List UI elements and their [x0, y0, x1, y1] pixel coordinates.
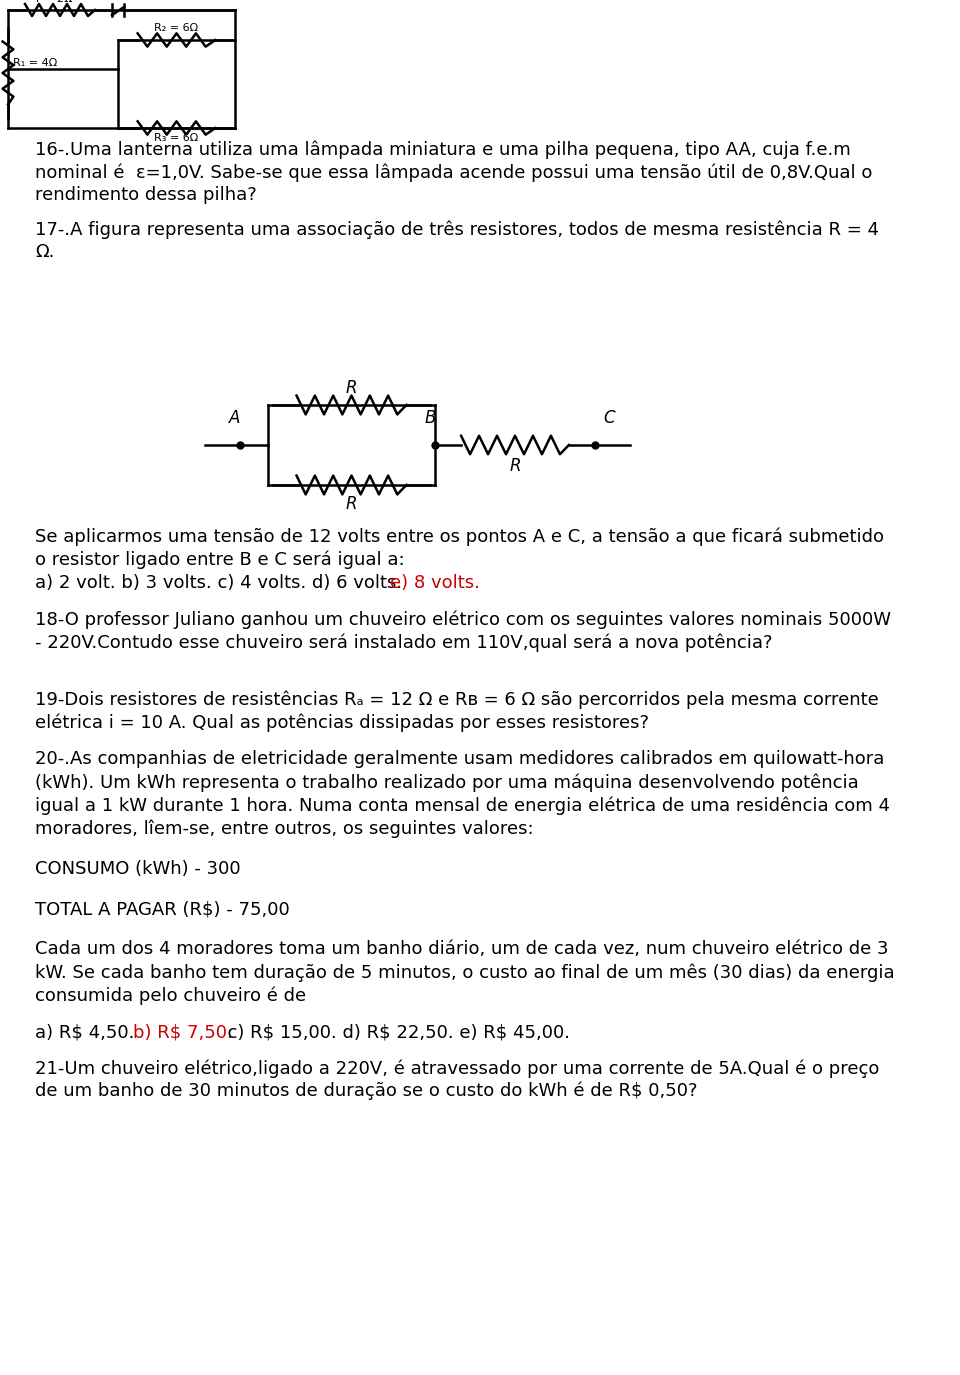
- Text: R₃ = 6Ω: R₃ = 6Ω: [155, 133, 199, 143]
- Text: c) R$ 15,00. d) R$ 22,50. e) R$ 45,00.: c) R$ 15,00. d) R$ 22,50. e) R$ 45,00.: [216, 1023, 570, 1041]
- Text: e) 8 volts.: e) 8 volts.: [390, 573, 480, 593]
- Text: rendimento dessa pilha?: rendimento dessa pilha?: [35, 186, 256, 203]
- Text: CONSUMO (kWh) - 300: CONSUMO (kWh) - 300: [35, 859, 241, 879]
- Text: 18-O professor Juliano ganhou um chuveiro elétrico com os seguintes valores nomi: 18-O professor Juliano ganhou um chuveir…: [35, 610, 891, 628]
- Text: 20-.As companhias de eletricidade geralmente usam medidores calibrados em quilow: 20-.As companhias de eletricidade geralm…: [35, 749, 884, 769]
- Text: R₁ = 4Ω: R₁ = 4Ω: [13, 58, 58, 67]
- Text: moradores, lîem-se, entre outros, os seguintes valores:: moradores, lîem-se, entre outros, os seg…: [35, 820, 534, 837]
- Text: A: A: [229, 408, 241, 428]
- Text: kW. Se cada banho tem duração de 5 minutos, o custo ao final de um mês (30 dias): kW. Se cada banho tem duração de 5 minut…: [35, 962, 895, 982]
- Text: o resistor ligado entre B e C será igual a:: o resistor ligado entre B e C será igual…: [35, 550, 404, 568]
- Text: a) 2 volt. b) 3 volts. c) 4 volts. d) 6 volts.: a) 2 volt. b) 3 volts. c) 4 volts. d) 6 …: [35, 573, 408, 593]
- Text: TOTAL A PAGAR (R$) - 75,00: TOTAL A PAGAR (R$) - 75,00: [35, 901, 290, 918]
- Text: igual a 1 kW durante 1 hora. Numa conta mensal de energia elétrica de uma residê: igual a 1 kW durante 1 hora. Numa conta …: [35, 796, 890, 814]
- Text: r = 2Ω: r = 2Ω: [36, 0, 72, 4]
- Text: de um banho de 30 minutos de duração se o custo do kWh é de R$ 0,50?: de um banho de 30 minutos de duração se …: [35, 1082, 698, 1100]
- Text: C: C: [603, 408, 614, 428]
- Text: elétrica i = 10 A. Qual as potências dissipadas por esses resistores?: elétrica i = 10 A. Qual as potências dis…: [35, 714, 649, 732]
- Text: 19-Dois resistores de resistências Rₐ = 12 Ω e Rʙ = 6 Ω são percorridos pela mes: 19-Dois resistores de resistências Rₐ = …: [35, 690, 878, 708]
- Text: nominal é  ε=1,0V. Sabe-se que essa lâmpada acende possui uma tensão útil de 0,8: nominal é ε=1,0V. Sabe-se que essa lâmpa…: [35, 164, 873, 182]
- Text: consumida pelo chuveiro é de: consumida pelo chuveiro é de: [35, 986, 306, 1005]
- Text: a) R$ 4,50.: a) R$ 4,50.: [35, 1023, 146, 1041]
- Text: 16-.Uma lanterna utiliza uma lâmpada miniatura e uma pilha pequena, tipo AA, cuj: 16-.Uma lanterna utiliza uma lâmpada min…: [35, 140, 851, 158]
- Text: R: R: [346, 380, 357, 397]
- Text: 17-.A figura representa uma associação de três resistores, todos de mesma resist: 17-.A figura representa uma associação d…: [35, 220, 879, 238]
- Text: Se aplicarmos uma tensão de 12 volts entre os pontos A e C, a tensão a que ficar: Se aplicarmos uma tensão de 12 volts ent…: [35, 527, 884, 546]
- Text: Cada um dos 4 moradores toma um banho diário, um de cada vez, num chuveiro elétr: Cada um dos 4 moradores toma um banho di…: [35, 941, 889, 958]
- Text: B: B: [424, 408, 436, 428]
- Text: - 220V.Contudo esse chuveiro será instalado em 110V,qual será a nova potência?: - 220V.Contudo esse chuveiro será instal…: [35, 632, 773, 652]
- Text: R₂ = 6Ω: R₂ = 6Ω: [155, 23, 199, 33]
- Text: Ω.: Ω.: [35, 243, 55, 261]
- Text: (kWh). Um kWh representa o trabalho realizado por uma máquina desenvolvendo potê: (kWh). Um kWh representa o trabalho real…: [35, 773, 859, 792]
- Text: b) R$ 7,50.: b) R$ 7,50.: [133, 1023, 233, 1041]
- Text: R: R: [346, 495, 357, 513]
- Text: 21-Um chuveiro elétrico,ligado a 220V, é atravessado por uma corrente de 5A.Qual: 21-Um chuveiro elétrico,ligado a 220V, é…: [35, 1059, 879, 1078]
- Text: R: R: [509, 456, 520, 474]
